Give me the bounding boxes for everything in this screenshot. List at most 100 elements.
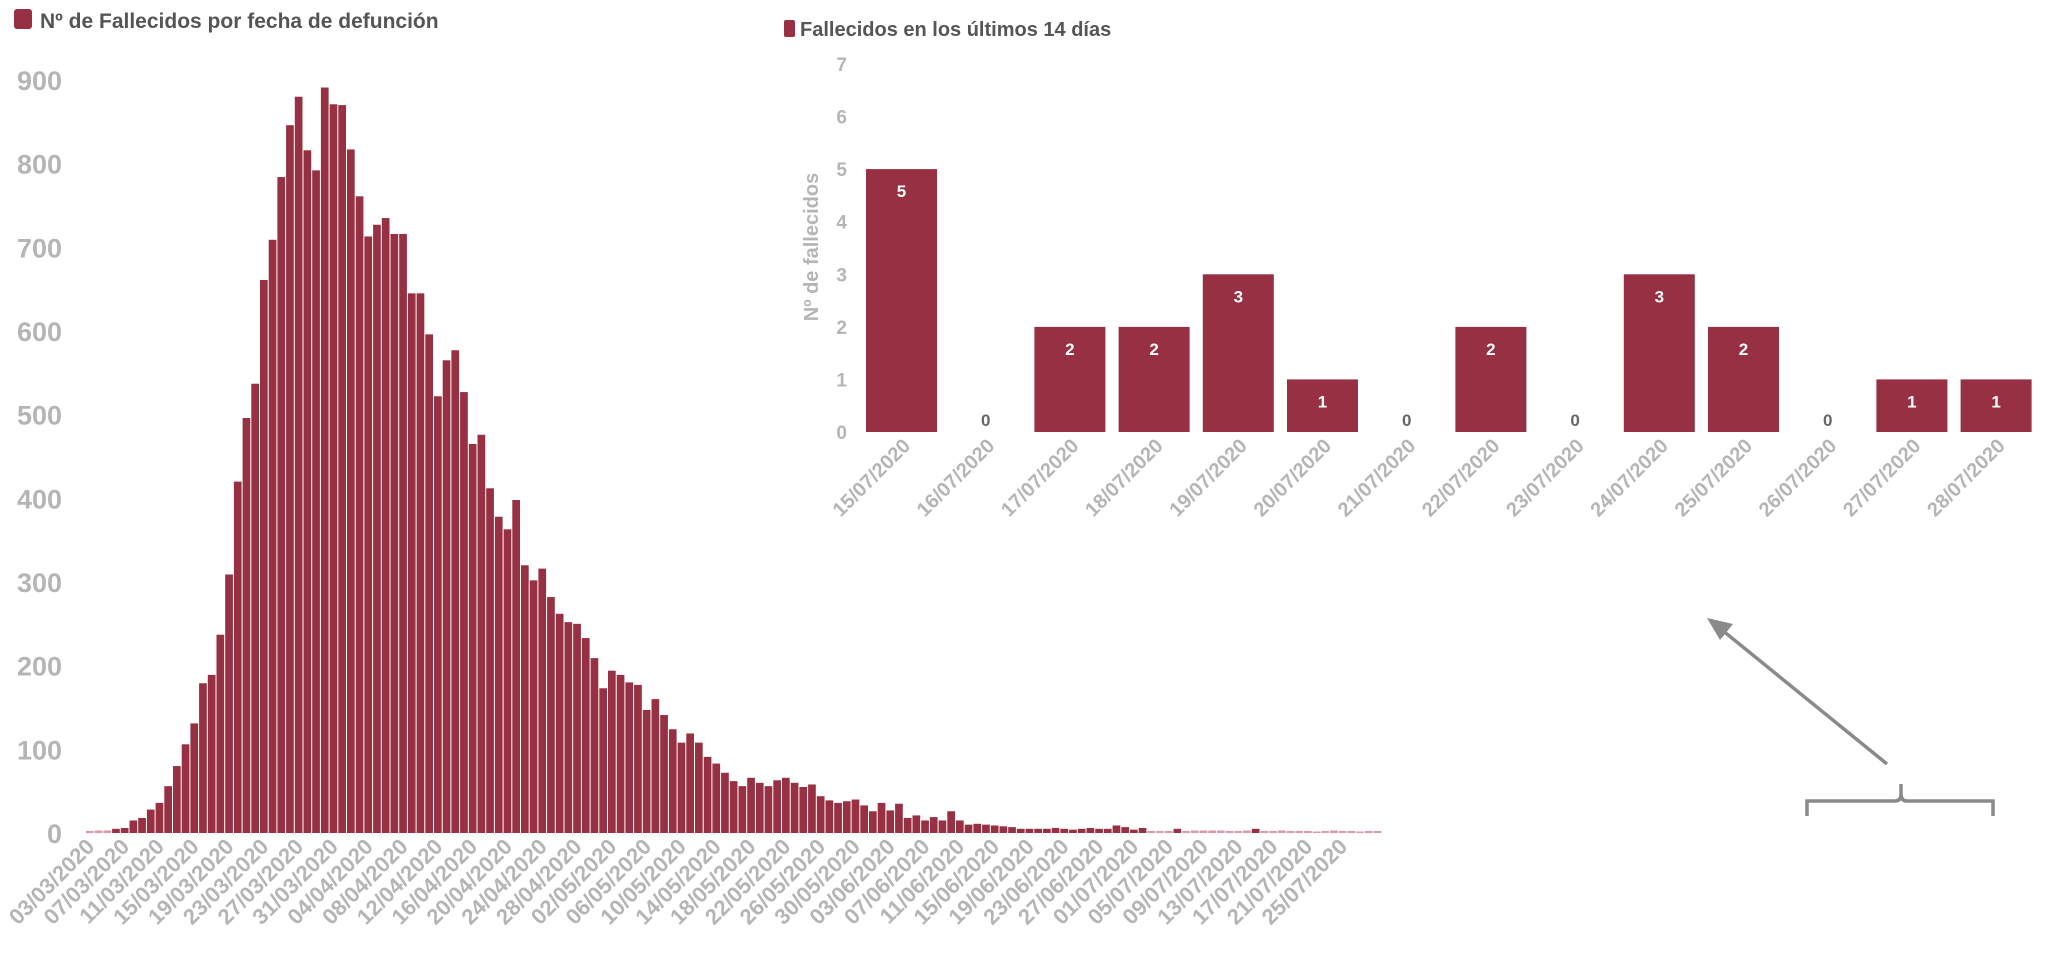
main-bar: [1217, 830, 1225, 833]
main-bar: [712, 763, 721, 833]
main-bar: [1147, 831, 1156, 833]
main-bar: [399, 233, 407, 833]
main-bar: [729, 781, 738, 833]
main-bar: [381, 218, 390, 834]
main-bar: [407, 293, 416, 834]
main-bar: [190, 723, 199, 833]
main-bar: [538, 568, 547, 833]
inset-x-tick-label: 23/07/2020: [1502, 435, 1588, 521]
callout-arrow-head: [1707, 618, 1733, 640]
main-bar: [842, 801, 851, 833]
main-bar: [1077, 828, 1086, 833]
main-bar: [320, 87, 329, 833]
main-bar: [425, 334, 433, 833]
main-bar: [181, 744, 190, 833]
main-bar: [155, 802, 164, 833]
main-bar: [1034, 828, 1042, 833]
main-legend-swatch: [14, 9, 32, 29]
inset-x-tick-label: 26/07/2020: [1755, 435, 1841, 521]
main-bar: [1277, 830, 1286, 833]
main-bar: [233, 481, 242, 833]
inset-y-tick-label: 2: [836, 318, 847, 339]
bracket-shape: [1805, 784, 1995, 816]
main-bar: [895, 803, 903, 833]
inset-bar: [1708, 326, 1779, 432]
inset-x-tick-label: 20/07/2020: [1250, 435, 1336, 521]
main-bar: [138, 817, 146, 833]
main-y-tick-label: 400: [17, 484, 62, 514]
inset-y-tick-label: 0: [836, 423, 847, 444]
main-bar: [903, 817, 912, 833]
inset-y-tick-label: 6: [836, 108, 847, 129]
main-bar: [877, 802, 886, 833]
inset-y-tick-label: 5: [836, 160, 847, 181]
main-y-tick-label: 800: [17, 150, 62, 180]
main-y-tick-label: 100: [17, 735, 62, 765]
main-bar: [564, 622, 573, 833]
main-bar: [529, 580, 538, 833]
main-bar: [651, 699, 660, 833]
main-bar: [434, 396, 442, 833]
inset-data-label: 3: [1655, 287, 1664, 306]
main-bar: [1269, 831, 1277, 833]
main-bar: [1164, 831, 1173, 833]
inset-x-tick-label: 24/07/2020: [1586, 435, 1672, 521]
main-bar: [103, 830, 112, 833]
main-bar: [851, 799, 860, 833]
main-bar: [738, 786, 747, 833]
main-bar: [799, 786, 808, 833]
main-bar: [486, 488, 494, 833]
main-y-tick-label: 0: [47, 819, 62, 849]
main-bar: [1304, 831, 1312, 833]
main-bar: [999, 826, 1008, 833]
main-bar: [1008, 827, 1016, 833]
inset-x-tick-label: 27/07/2020: [1839, 435, 1925, 521]
inset-data-label: 2: [1149, 340, 1158, 359]
main-bar: [929, 817, 938, 833]
main-legend-label: Nº de Fallecidos por fecha de defunción: [40, 10, 439, 33]
main-y-tick-label: 700: [17, 233, 62, 263]
inset-y-axis-title: Nº de fallecidos: [801, 173, 823, 321]
main-bar: [355, 196, 364, 834]
main-bar: [1373, 831, 1382, 833]
main-bar: [494, 516, 503, 833]
main-bar: [390, 233, 399, 833]
main-bar: [982, 824, 990, 833]
inset-x-tick-label: 19/07/2020: [1165, 435, 1251, 521]
main-bar: [816, 796, 825, 833]
main-bar: [599, 688, 607, 833]
main-bar: [1251, 828, 1260, 833]
main-bar: [964, 824, 973, 833]
main-bar: [938, 820, 947, 833]
main-bar: [668, 729, 677, 833]
main-bar: [312, 170, 320, 834]
main-bar: [199, 683, 207, 833]
inset-bar: [1455, 326, 1527, 432]
main-bar: [225, 574, 233, 833]
main-bar: [294, 96, 303, 834]
main-bar: [216, 634, 225, 833]
main-bar: [1225, 831, 1234, 833]
inset-bar: [1623, 274, 1695, 432]
main-bar: [442, 360, 451, 833]
main-bar: [860, 805, 868, 833]
main-bar: [608, 670, 616, 833]
main-bar: [460, 392, 468, 833]
main-bar: [686, 733, 694, 833]
inset-y-tick-label: 3: [836, 265, 847, 286]
main-bar: [503, 529, 512, 833]
main-bar: [886, 810, 895, 833]
main-bar: [755, 782, 764, 833]
inset-x-tick-label: 15/07/2020: [829, 435, 915, 521]
inset-bar: [1287, 379, 1358, 432]
main-bar: [1190, 830, 1199, 833]
main-y-tick-label: 600: [17, 317, 62, 347]
inset-data-label: 1: [1318, 392, 1327, 411]
inset-x-tick-label: 17/07/2020: [997, 435, 1083, 521]
main-bars: [86, 87, 1382, 834]
inset-legend-label: Fallecidos en los últimos 14 días: [800, 19, 1111, 41]
inset-bar: [1876, 379, 1948, 432]
main-bar: [373, 224, 381, 834]
main-bar: [364, 236, 373, 833]
main-bar: [1364, 831, 1373, 833]
